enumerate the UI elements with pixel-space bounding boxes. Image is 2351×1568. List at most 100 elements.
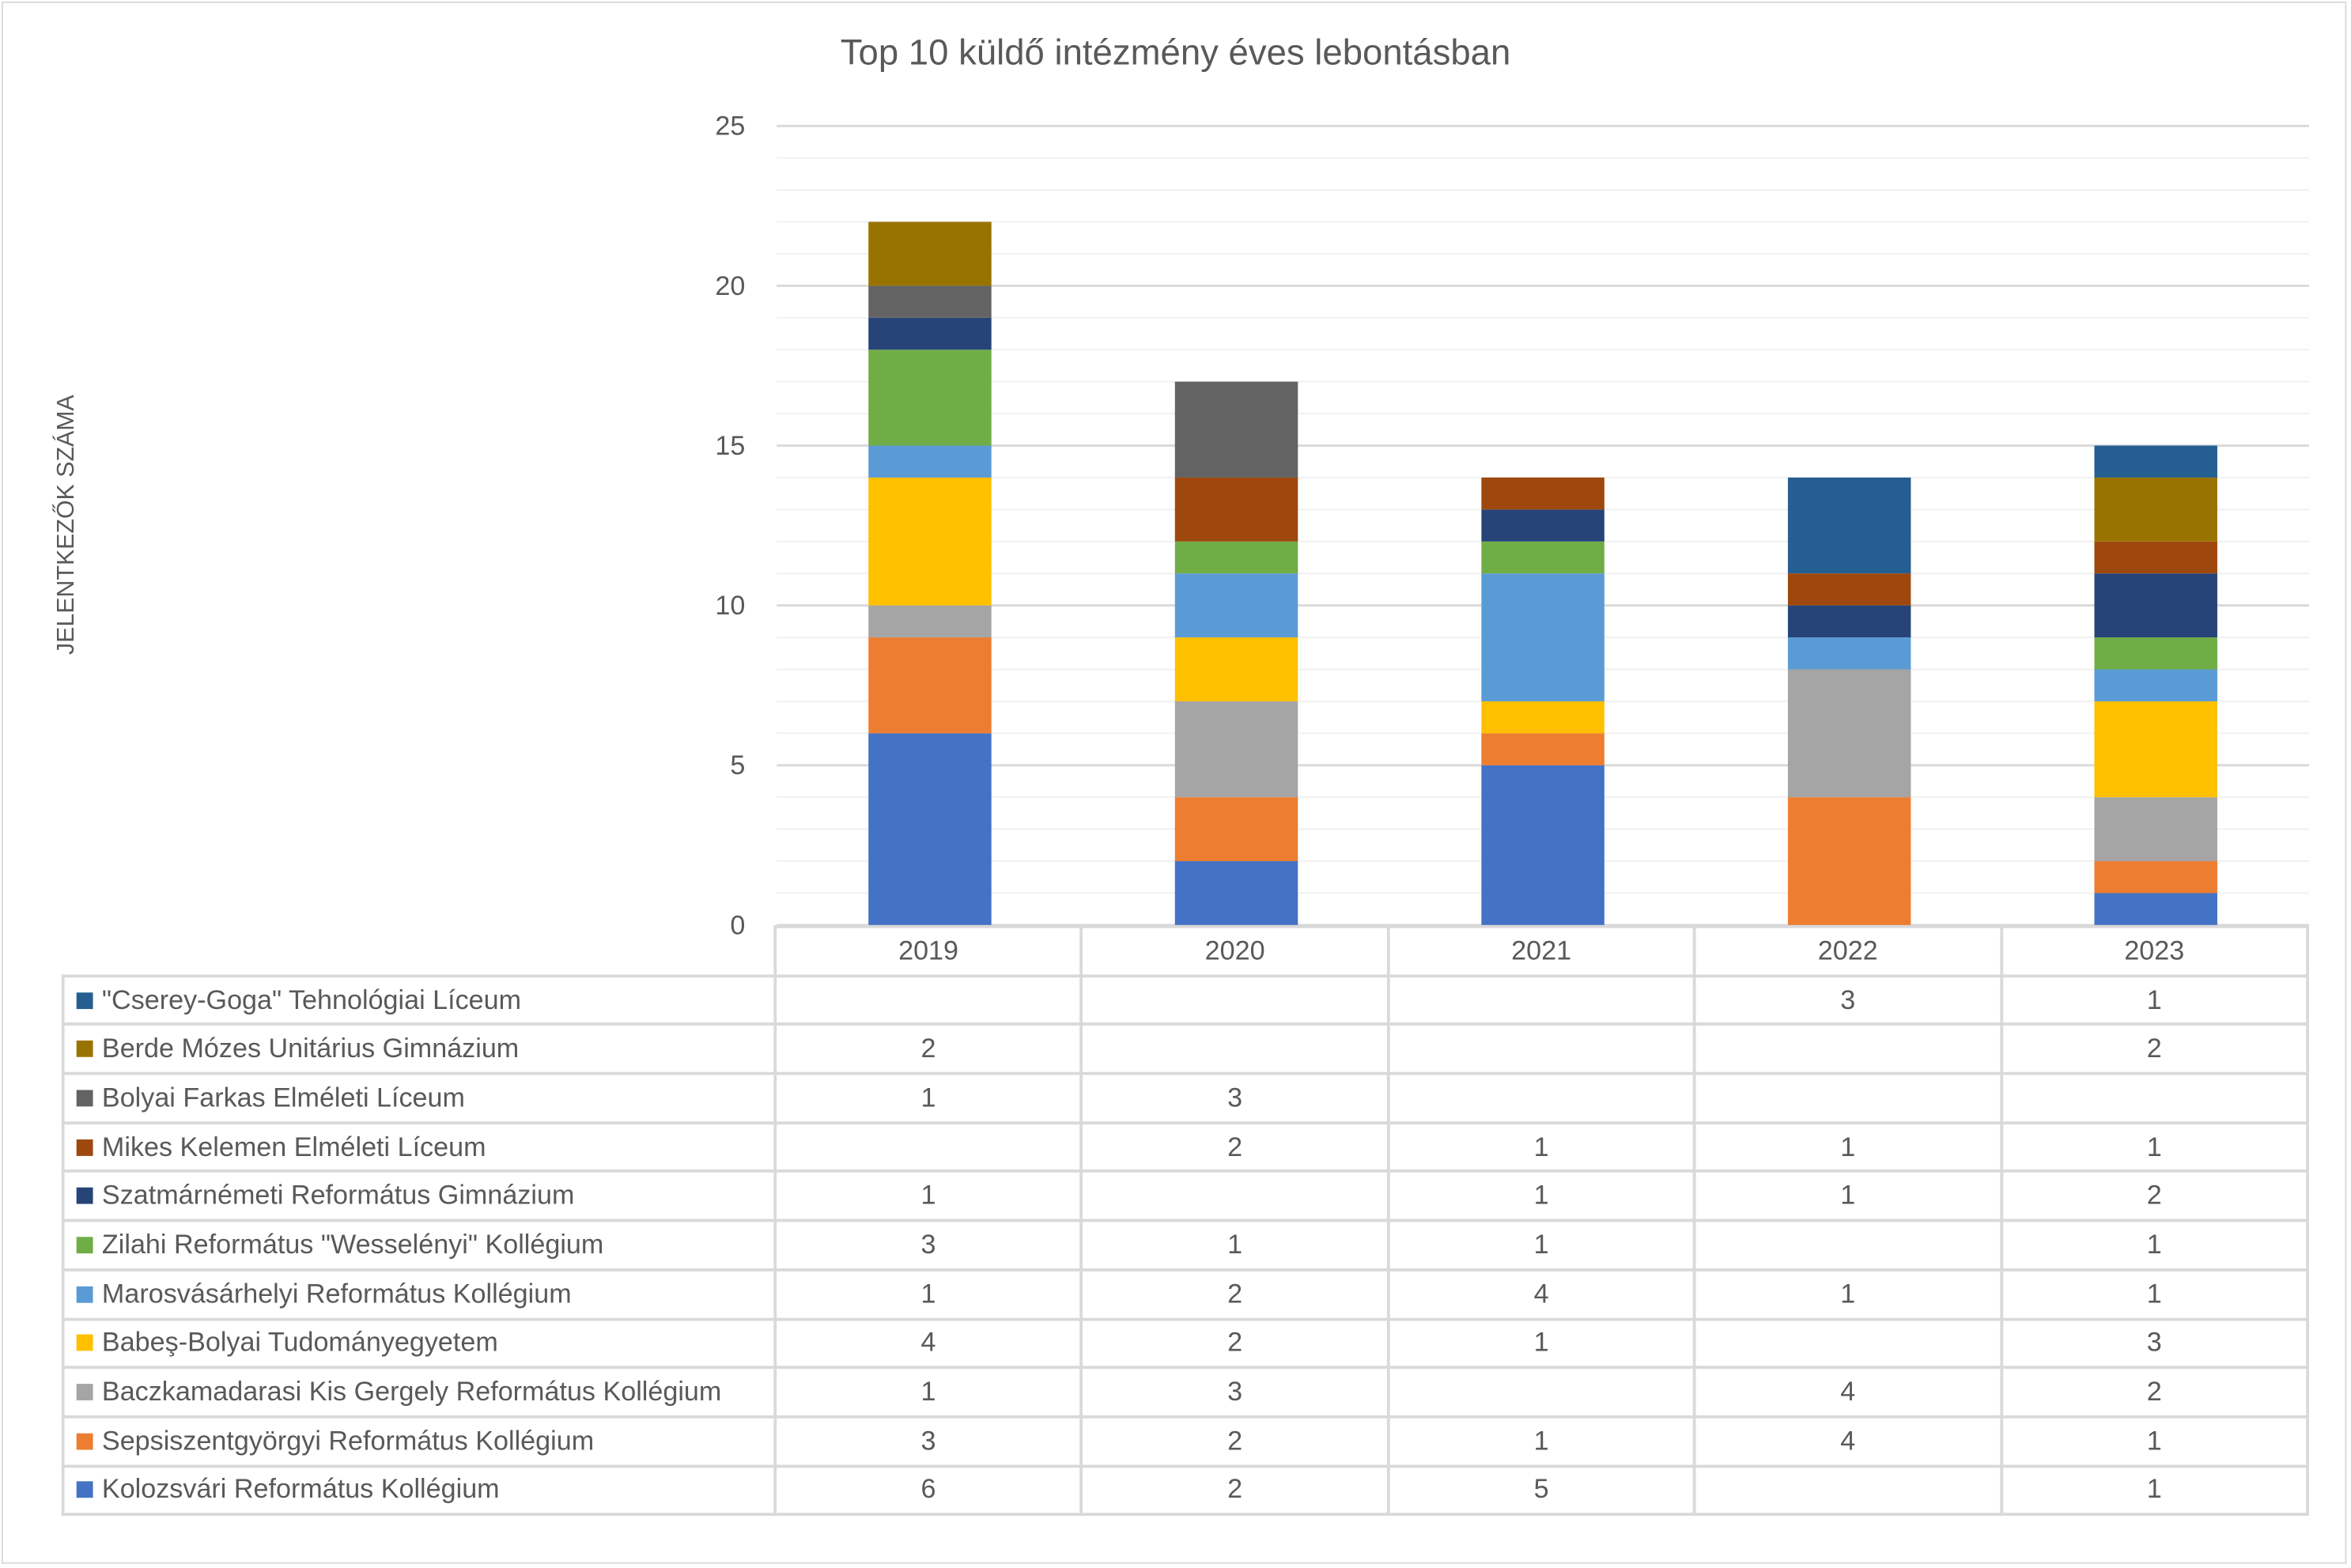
table-row: Berde Mózes Unitárius Gimnázium 2 2 — [61, 1022, 2309, 1075]
series-name: "Cserey-Goga" Tehnológiai Líceum — [101, 984, 522, 1014]
bar-segment-2022-7 — [1787, 573, 1911, 606]
data-cell: 1 — [1693, 1169, 2003, 1222]
bar-segment-2020-8 — [1174, 381, 1298, 478]
data-cell: 1 — [773, 1268, 1083, 1321]
legend-swatch-icon — [76, 992, 93, 1009]
legend-entry: Kolozsvári Református Kollégium — [61, 1464, 777, 1517]
series-name: Mikes Kelemen Elméleti Líceum — [101, 1131, 486, 1162]
data-cell — [1079, 1169, 1390, 1222]
data-cell: 2 — [1079, 1415, 1390, 1468]
table-row: Szatmárnémeti Református Gimnázium 1 1 1 2 — [61, 1169, 2309, 1222]
data-cell: 2 — [1999, 1169, 2309, 1222]
table-corner — [62, 926, 777, 976]
legend-entry: Bolyai Farkas Elméleti Líceum — [61, 1071, 777, 1124]
y-tick-label: 5 — [730, 750, 745, 780]
bar-segment-2020-1 — [1174, 797, 1298, 862]
legend-swatch-icon — [76, 1041, 93, 1058]
data-cell: 4 — [1693, 1366, 2003, 1419]
data-cell: 4 — [773, 1317, 1083, 1370]
series-name: Berde Mózes Unitárius Gimnázium — [101, 1033, 520, 1064]
series-name: Babeş-Bolyai Tudományegyetem — [101, 1327, 498, 1358]
legend-entry: Berde Mózes Unitárius Gimnázium — [61, 1022, 777, 1075]
bar-segment-2021-6 — [1481, 509, 1605, 542]
data-cell: 5 — [1386, 1464, 1696, 1517]
legend-entry: Szatmárnémeti Református Gimnázium — [61, 1169, 777, 1222]
data-cell — [1693, 1219, 2003, 1271]
bar-segment-2021-5 — [1481, 541, 1605, 574]
data-table: 2019 2020 2021 2022 2023 "Cserey-Goga" Tehnol… — [61, 924, 2309, 1517]
data-cell: 1 — [1999, 1464, 2309, 1517]
data-cell: 1 — [1999, 1120, 2309, 1173]
bar-segment-2019-3 — [868, 477, 992, 606]
legend-swatch-icon — [76, 1237, 93, 1254]
bar-segment-2021-1 — [1481, 733, 1605, 765]
data-cell: 1 — [1693, 1268, 2003, 1321]
legend-swatch-icon — [76, 1335, 93, 1352]
bar-segment-2019-0 — [868, 733, 992, 925]
data-cell: 1 — [1386, 1169, 1696, 1222]
bar-segment-2023-4 — [2094, 669, 2217, 701]
bar-segment-2020-5 — [1174, 541, 1298, 574]
data-cell: 3 — [773, 1219, 1083, 1271]
table-row: Marosvásárhelyi Református Kollégium 1 2 4 1… — [61, 1268, 2309, 1321]
legend-entry: Baczkamadarasi Kis Gergely Református Ko… — [61, 1366, 777, 1419]
legend-entry: Mikes Kelemen Elméleti Líceum — [61, 1120, 777, 1173]
bar-segment-2023-5 — [2094, 637, 2217, 670]
table-row: Bolyai Farkas Elméleti Líceum 1 3 — [61, 1071, 2309, 1124]
data-cell: 2 — [1999, 1366, 2309, 1419]
data-cell: 2 — [1079, 1317, 1390, 1370]
x-tick-label: 2022 — [1693, 924, 2003, 977]
data-cell: 1 — [1386, 1415, 1696, 1468]
data-cell: 3 — [1693, 973, 2003, 1026]
data-cell: 1 — [773, 1071, 1083, 1124]
bar-segment-2021-4 — [1481, 573, 1605, 701]
bar-segment-2019-5 — [868, 349, 992, 446]
bar-segment-2023-2 — [2094, 797, 2217, 862]
data-cell: 1 — [1999, 973, 2309, 1026]
legend-swatch-icon — [76, 1090, 93, 1107]
data-cell — [1386, 1022, 1696, 1075]
y-tick-label: 10 — [715, 591, 745, 621]
data-cell: 1 — [1386, 1219, 1696, 1271]
bar-segment-2019-1 — [868, 637, 992, 734]
bar-segment-2019-2 — [868, 605, 992, 638]
bar-segment-2023-0 — [2094, 893, 2217, 925]
bar-segment-2022-10 — [1787, 477, 1911, 574]
chart-title-text: Top 10 küldő intézmény éves lebontásban — [840, 32, 1511, 74]
legend-swatch-icon — [76, 1482, 93, 1498]
data-cell — [1386, 973, 1696, 1026]
x-tick-label: 2020 — [1079, 924, 1390, 977]
data-cell: 4 — [1693, 1415, 2003, 1468]
x-tick-label: 2021 — [1386, 924, 1696, 977]
bar-segment-2021-0 — [1481, 765, 1605, 925]
legend-entry: Sepsiszentgyörgyi Református Kollégium — [61, 1415, 777, 1468]
y-tick-label: 25 — [715, 111, 745, 142]
bar-segment-2019-6 — [868, 317, 992, 350]
data-cell: 1 — [1693, 1120, 2003, 1173]
x-tick-label: 2023 — [1999, 924, 2309, 977]
data-cell: 1 — [773, 1366, 1083, 1419]
data-cell — [1079, 973, 1390, 1026]
data-cell: 1 — [1999, 1415, 2309, 1468]
legend-swatch-icon — [76, 1433, 93, 1449]
data-cell: 1 — [773, 1169, 1083, 1222]
bar-segment-2023-7 — [2094, 541, 2217, 574]
legend-swatch-icon — [76, 1286, 93, 1303]
bar-segment-2022-4 — [1787, 637, 1911, 670]
table-row: Kolozsvári Református Kollégium 6 2 5 1 — [61, 1464, 2309, 1517]
data-cell — [773, 973, 1083, 1026]
data-cell: 1 — [1386, 1317, 1696, 1370]
table-row: Baczkamadarasi Kis Gergely Református Ko… — [61, 1366, 2309, 1419]
table-row: Zilahi Református "Wesselényi" Kollégium… — [61, 1219, 2309, 1271]
data-cell — [1386, 1071, 1696, 1124]
series-name: Kolozsvári Református Kollégium — [101, 1474, 500, 1505]
series-name: Bolyai Farkas Elméleti Líceum — [101, 1082, 465, 1113]
x-tick-label: 2019 — [773, 924, 1083, 977]
data-cell: 3 — [1079, 1071, 1390, 1124]
bar-segment-2023-3 — [2094, 701, 2217, 798]
data-cell: 2 — [773, 1022, 1083, 1075]
legend-entry: Zilahi Református "Wesselényi" Kollégium — [61, 1219, 777, 1271]
data-cell: 3 — [1999, 1317, 2309, 1370]
